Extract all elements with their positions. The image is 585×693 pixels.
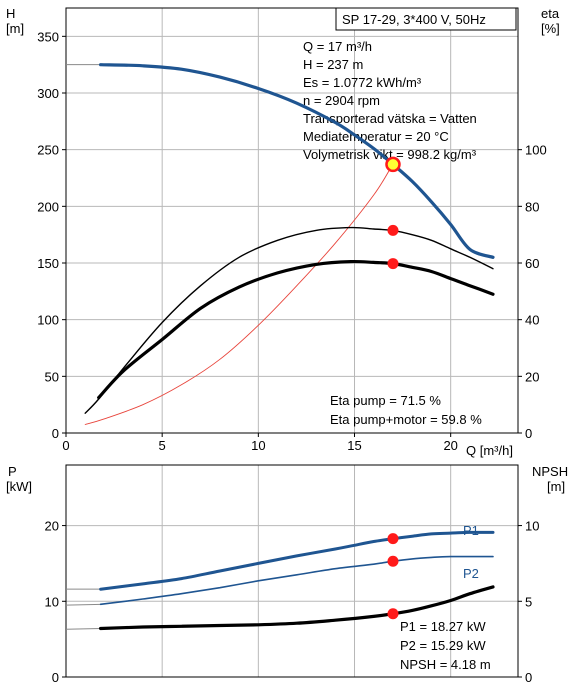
npsh-curve-extension xyxy=(65,628,101,630)
top-chart-grid xyxy=(66,8,518,433)
npsh-curve xyxy=(99,585,495,631)
eta-tick-label: 60 xyxy=(525,256,539,271)
h-tick-label: 150 xyxy=(37,256,59,271)
operating-point-marker xyxy=(385,156,401,173)
npsh-tick-label: 10 xyxy=(525,519,539,534)
h-tick-label: 50 xyxy=(45,369,59,384)
npsh-axis-label: NPSH xyxy=(532,464,568,479)
h-tick-label: 100 xyxy=(37,313,59,328)
info-liquid: Transporterad vätska = Vatten xyxy=(303,111,477,126)
p-tick-label: 0 xyxy=(52,670,59,685)
h-tick-label: 350 xyxy=(37,29,59,44)
duty-point-dot xyxy=(387,608,399,620)
info-flow: Q = 17 m³/h xyxy=(303,39,372,54)
top-chart-curves xyxy=(66,63,495,425)
info-head: H = 237 m xyxy=(303,57,363,72)
p1-curve xyxy=(99,530,495,591)
duty-point-dot xyxy=(387,533,399,545)
h-axis-label: H xyxy=(6,6,15,21)
p-tick-label: 10 xyxy=(45,594,59,609)
npsh-axis-unit: [m] xyxy=(547,479,565,494)
p1-curve-label: P1 xyxy=(463,523,479,538)
h-tick-label: 0 xyxy=(52,426,59,441)
eta-axis-unit: [%] xyxy=(541,21,560,36)
eta-tick-label: 40 xyxy=(525,313,539,328)
eta-pump-curve xyxy=(84,226,494,414)
bottom-chart-curves xyxy=(65,530,495,631)
p2-curve-extension xyxy=(65,603,101,606)
info-energy: Es = 1.0772 kWh/m³ xyxy=(303,75,422,90)
info-temperature: Mediatemperatur = 20 °C xyxy=(303,129,449,144)
info-density: Volymetrisk vikt = 998.2 kg/m³ xyxy=(303,147,477,162)
p-axis-label: P xyxy=(8,464,17,479)
p-axis-unit: [kW] xyxy=(6,479,32,494)
npsh-tick-label: 5 xyxy=(525,594,532,609)
top-chart-frame xyxy=(65,7,519,434)
eta-pump-text: Eta pump = 71.5 % xyxy=(330,393,441,408)
p1-value-text: P1 = 18.27 kW xyxy=(400,619,486,634)
eta-reference-curve xyxy=(84,163,394,425)
h-tick-label: 250 xyxy=(37,143,59,158)
bottom-chart-ticks: 0 10 20 0 5 10 xyxy=(45,519,540,685)
title-box xyxy=(335,7,517,31)
q-tick-label: 10 xyxy=(251,438,265,453)
duty-point-dot xyxy=(387,224,399,236)
chart-title: SP 17-29, 3*400 V, 50Hz xyxy=(342,12,486,27)
eta-tick-label: 80 xyxy=(525,199,539,214)
bottom-chart-grid xyxy=(66,465,518,677)
p-tick-label: 20 xyxy=(45,519,59,534)
h-axis-unit: [m] xyxy=(6,21,24,36)
info-speed: n = 2904 rpm xyxy=(303,93,380,108)
q-tick-label: 5 xyxy=(159,438,166,453)
duty-point-dot xyxy=(387,555,399,567)
eta-tick-label: 20 xyxy=(525,369,539,384)
npsh-value-text: NPSH = 4.18 m xyxy=(400,657,491,672)
eta-tick-label: 100 xyxy=(525,143,547,158)
head-curve xyxy=(99,63,495,259)
eta-axis-label: eta xyxy=(541,6,560,21)
q-tick-label: 20 xyxy=(443,438,457,453)
p2-curve-label: P2 xyxy=(463,566,479,581)
h-tick-label: 300 xyxy=(37,86,59,101)
q-tick-label: 15 xyxy=(347,438,361,453)
q-axis-label: Q [m³/h] xyxy=(466,443,513,458)
p2-curve xyxy=(99,555,494,606)
q-tick-label: 0 xyxy=(62,438,69,453)
operating-markers xyxy=(385,156,401,620)
bottom-chart-frame xyxy=(65,464,519,678)
duty-point-dot xyxy=(387,258,399,270)
eta-pump-motor-curve xyxy=(97,259,495,400)
eta-pump-motor-text: Eta pump+motor = 59.8 % xyxy=(330,412,482,427)
p2-value-text: P2 = 15.29 kW xyxy=(400,638,486,653)
npsh-tick-label: 0 xyxy=(525,670,532,685)
eta-tick-label: 0 xyxy=(525,426,532,441)
h-tick-label: 200 xyxy=(37,199,59,214)
top-chart-ticks: 0 5 10 15 2005010015020025030035002040608010… xyxy=(37,29,546,453)
